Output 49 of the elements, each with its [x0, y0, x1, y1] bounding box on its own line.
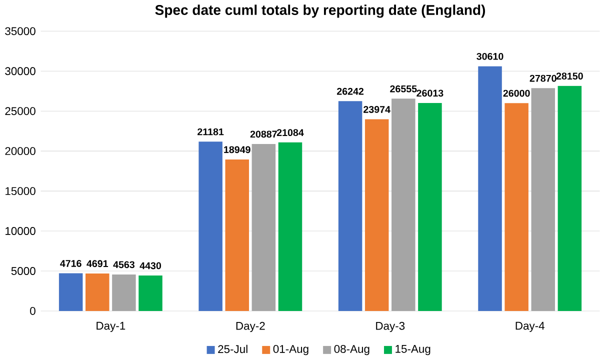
bar — [138, 276, 162, 312]
data-label: 27870 — [530, 75, 556, 82]
data-label: 4430 — [140, 262, 162, 270]
chart-title: Spec date cuml totals by reporting date (England) — [155, 4, 486, 18]
bar — [252, 144, 276, 312]
bar — [278, 142, 302, 312]
y-tick-label: 25000 — [5, 107, 36, 116]
data-label: 26242 — [336, 88, 364, 95]
data-label: 23974 — [364, 106, 390, 114]
bar — [531, 88, 556, 312]
bar — [504, 103, 528, 312]
data-label: 30610 — [476, 53, 504, 60]
bar — [558, 86, 582, 312]
data-label: 21084 — [276, 129, 304, 136]
bar — [198, 142, 222, 312]
bar — [478, 66, 502, 312]
y-tick-label: 35000 — [5, 27, 36, 36]
data-label: 21181 — [198, 128, 224, 136]
legend-label: 01-Aug — [273, 345, 308, 356]
legend-label: 25-Jul — [218, 344, 248, 354]
bar — [392, 98, 416, 312]
data-label: 18949 — [224, 146, 250, 154]
x-tick-label: Day-1 — [96, 322, 126, 332]
bar — [418, 103, 442, 312]
x-tick-label: Day-2 — [236, 322, 265, 332]
y-tick-label: 5000 — [11, 267, 36, 276]
y-tick-label: 0 — [30, 307, 36, 316]
bar — [86, 274, 110, 312]
legend-label: 08-Aug — [334, 345, 370, 356]
bar — [225, 160, 249, 312]
data-label: 20887 — [250, 130, 277, 138]
data-label: 26555 — [390, 86, 417, 92]
bar — [364, 119, 389, 312]
bar — [58, 273, 83, 312]
bar — [338, 101, 362, 312]
data-label: 4716 — [60, 260, 82, 268]
data-label: 4563 — [113, 261, 134, 268]
y-tick-label: 10000 — [6, 227, 36, 236]
bar — [112, 274, 136, 312]
y-tick-label: 30000 — [5, 67, 36, 76]
y-tick-label: 20000 — [5, 147, 36, 156]
data-label: 26000 — [503, 90, 530, 97]
data-label: 26013 — [416, 90, 444, 97]
x-tick-label: Day-4 — [516, 322, 544, 332]
legend-label: 15-Aug — [396, 345, 430, 356]
data-label: 4691 — [86, 260, 108, 268]
data-label: 28150 — [556, 72, 583, 80]
x-tick-label: Day-3 — [376, 322, 405, 332]
y-tick-label: 15000 — [6, 187, 36, 196]
